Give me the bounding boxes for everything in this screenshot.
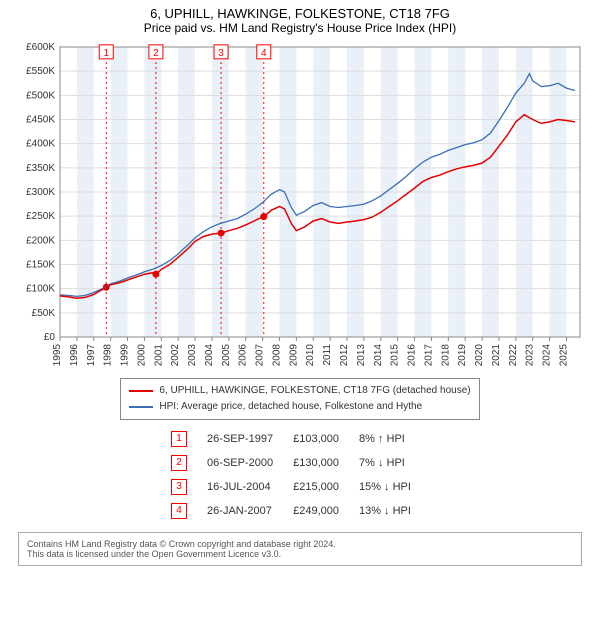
sale-price: £249,000 (293, 500, 357, 522)
x-tick-label: 1997 (86, 344, 97, 367)
attribution-line: Contains HM Land Registry data © Crown c… (27, 539, 573, 549)
sale-price: £103,000 (293, 428, 357, 450)
x-tick-label: 2012 (339, 344, 350, 367)
sale-price: £130,000 (293, 452, 357, 474)
x-tick-label: 2016 (407, 344, 418, 367)
sale-date: 26-SEP-1997 (207, 428, 291, 450)
x-tick-label: 2007 (255, 344, 266, 367)
y-tick-label: £400K (26, 139, 55, 150)
x-tick-label: 2011 (322, 344, 333, 366)
x-tick-label: 2004 (204, 344, 215, 367)
y-tick-label: £200K (26, 235, 55, 246)
x-tick-label: 2014 (373, 344, 384, 367)
table-row: 2 06-SEP-2000£130,0007% ↓ HPI (171, 452, 429, 474)
sale-marker-badge: 3 (218, 48, 224, 59)
sale-delta: 15% ↓ HPI (359, 476, 429, 498)
sale-delta: 8% ↑ HPI (359, 428, 429, 450)
sale-marker-badge: 4 (171, 503, 187, 519)
y-tick-label: £350K (26, 163, 55, 174)
sale-date: 16-JUL-2004 (207, 476, 291, 498)
legend: 6, UPHILL, HAWKINGE, FOLKESTONE, CT18 7F… (120, 378, 479, 420)
sale-marker-badge: 2 (153, 48, 159, 59)
sale-date: 26-JAN-2007 (207, 500, 291, 522)
x-tick-label: 2010 (305, 344, 316, 367)
sale-marker-badge: 4 (261, 48, 267, 59)
y-tick-label: £600K (26, 42, 55, 53)
y-tick-label: £0 (44, 332, 56, 343)
legend-item: HPI: Average price, detached house, Folk… (129, 399, 470, 415)
x-tick-label: 2015 (390, 344, 401, 367)
x-tick-label: 2021 (491, 344, 502, 367)
x-tick-label: 2013 (356, 344, 367, 367)
chart-subtitle: Price paid vs. HM Land Registry's House … (10, 21, 590, 35)
x-tick-label: 2002 (170, 344, 181, 367)
sale-marker-badge: 2 (171, 455, 187, 471)
x-tick-label: 2005 (221, 344, 232, 367)
sale-delta: 7% ↓ HPI (359, 452, 429, 474)
sale-marker-badge: 1 (171, 431, 187, 447)
x-tick-label: 1995 (52, 344, 63, 367)
table-row: 3 16-JUL-2004£215,00015% ↓ HPI (171, 476, 429, 498)
x-tick-label: 2006 (238, 344, 249, 367)
y-tick-label: £450K (26, 115, 55, 126)
x-tick-label: 2019 (457, 344, 468, 367)
sale-points-table: 1 26-SEP-1997£103,0008% ↑ HPI 2 06-SEP-2000… (169, 426, 431, 524)
y-tick-label: £100K (26, 284, 55, 295)
x-tick-label: 2009 (288, 344, 299, 367)
attribution-box: Contains HM Land Registry data © Crown c… (18, 532, 582, 566)
y-tick-label: £550K (26, 66, 55, 77)
table-row: 1 26-SEP-1997£103,0008% ↑ HPI (171, 428, 429, 450)
sale-price: £215,000 (293, 476, 357, 498)
y-tick-label: £250K (26, 211, 55, 222)
x-tick-label: 2018 (440, 344, 451, 367)
x-tick-label: 2008 (271, 344, 282, 367)
sale-marker-badge: 3 (171, 479, 187, 495)
x-tick-label: 2000 (136, 344, 147, 367)
price-chart: £0 £50K £100K £150K £200K £250K £300K £350K £400… (10, 37, 590, 367)
sale-date: 06-SEP-2000 (207, 452, 291, 474)
x-tick-label: 2001 (153, 344, 164, 367)
legend-swatch (129, 406, 153, 408)
sale-delta: 13% ↓ HPI (359, 500, 429, 522)
legend-swatch (129, 390, 153, 392)
y-tick-label: £500K (26, 90, 55, 101)
attribution-line: This data is licensed under the Open Gov… (27, 549, 573, 559)
x-tick-label: 2017 (423, 344, 434, 367)
x-tick-label: 2023 (525, 344, 536, 367)
legend-item: 6, UPHILL, HAWKINGE, FOLKESTONE, CT18 7F… (129, 383, 470, 399)
sale-marker-badge: 1 (103, 48, 109, 59)
x-tick-label: 1999 (120, 344, 131, 367)
legend-label: HPI: Average price, detached house, Folk… (159, 399, 422, 415)
chart-title: 6, UPHILL, HAWKINGE, FOLKESTONE, CT18 7F… (10, 6, 590, 21)
legend-label: 6, UPHILL, HAWKINGE, FOLKESTONE, CT18 7F… (159, 383, 470, 399)
chart-area: £0 £50K £100K £150K £200K £250K £300K £350K £400… (10, 37, 590, 372)
x-tick-label: 2025 (558, 344, 569, 367)
x-tick-label: 1996 (69, 344, 80, 367)
x-tick-label: 2020 (474, 344, 485, 367)
x-tick-label: 2024 (542, 344, 553, 367)
table-row: 4 26-JAN-2007£249,00013% ↓ HPI (171, 500, 429, 522)
figure-container: 6, UPHILL, HAWKINGE, FOLKESTONE, CT18 7F… (0, 0, 600, 576)
x-tick-label: 2003 (187, 344, 198, 367)
y-tick-label: £300K (26, 187, 55, 198)
y-tick-label: £150K (26, 260, 55, 271)
x-tick-label: 2022 (508, 344, 519, 367)
x-tick-label: 1998 (103, 344, 114, 367)
y-tick-label: £50K (32, 308, 56, 319)
